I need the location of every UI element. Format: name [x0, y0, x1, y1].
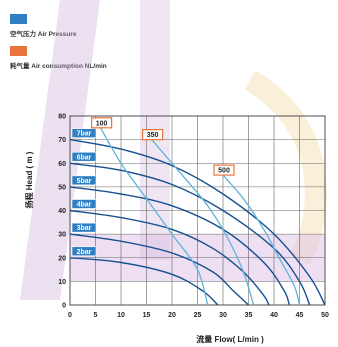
air-pressure-label: 空气压力 Air Pressure [10, 31, 77, 38]
y-tick-label: 50 [58, 184, 66, 191]
air-pressure-swatch [10, 14, 27, 24]
x-tick-label: 50 [321, 312, 329, 319]
consumption-curve-350 [151, 139, 255, 306]
consumption-label-350: 350 [147, 132, 159, 139]
pressure-label-3bar: 3bar [77, 225, 92, 232]
consumption-label-500: 500 [218, 168, 230, 175]
y-tick-label: 40 [58, 208, 66, 215]
x-tick-label: 0 [68, 312, 72, 319]
x-tick-label: 10 [117, 312, 125, 319]
y-tick-labels: 0 10 20 30 40 50 60 70 80 [58, 114, 66, 310]
y-tick-label: 20 [58, 255, 66, 262]
legend-air-pressure: 空气压力 Air Pressure [10, 14, 76, 38]
consumption-label-bg [90, 117, 113, 129]
air-consumption-swatch [10, 46, 27, 56]
y-tick-label: 70 [58, 137, 66, 144]
y-tick-label: 0 [62, 303, 66, 310]
y-axis-title: 扬程 Head ( m ) [24, 151, 34, 208]
pressure-curve-4bar [69, 209, 270, 306]
pressure-label-2bar: 2bar [77, 249, 92, 256]
pressure-label-bg [71, 199, 97, 209]
x-tick-label: 30 [219, 312, 227, 319]
consumption-curve-100 [100, 127, 209, 306]
watermark-stroke-right [244, 70, 327, 265]
pressure-label-4bar: 4bar [77, 202, 92, 209]
pressure-curve-2bar [69, 257, 219, 306]
x-tick-label: 35 [245, 312, 253, 319]
watermark-stroke-left [20, 0, 100, 300]
x-tick-label: 25 [194, 312, 202, 319]
legend-air-consumption: 耗气量 Air consumption NL/min [10, 46, 107, 70]
x-tick-labels: 0 5 10 15 20 25 30 35 40 45 50 [68, 312, 329, 319]
pressure-curve-7bar [69, 138, 326, 306]
x-tick-label: 15 [143, 312, 151, 319]
x-tick-label: 45 [296, 312, 304, 319]
pressure-label-bg [71, 128, 97, 138]
air-consumption-label: 耗气量 Air consumption NL/min [10, 63, 107, 70]
pressure-curve-6bar [69, 162, 311, 306]
pressure-label-bg [71, 246, 97, 257]
y-tick-label: 60 [58, 161, 66, 168]
curve-labels: 7bar 6bar 5bar 4bar 3bar 2bar 100 350 500 [71, 117, 235, 257]
consumption-curves [100, 127, 301, 306]
x-tick-label: 20 [168, 312, 176, 319]
pressure-label-7bar: 7bar [77, 131, 92, 138]
consumption-label-100: 100 [96, 120, 108, 127]
x-axis-title: 流量 Flow( L/min ) [196, 334, 264, 344]
y-tick-label: 10 [58, 279, 66, 286]
pressure-label-6bar: 6bar [77, 154, 92, 161]
y-tick-label: 80 [58, 114, 66, 121]
consumption-curve-500 [222, 174, 301, 306]
y-tick-label: 30 [58, 232, 66, 239]
consumption-label-bg [142, 129, 164, 141]
pressure-label-bg [71, 222, 97, 233]
x-tick-label: 40 [270, 312, 278, 319]
x-tick-label: 5 [94, 312, 98, 319]
pressure-label-bg [71, 175, 97, 186]
pressure-label-bg [71, 151, 97, 162]
consumption-label-bg [213, 164, 235, 176]
pressure-label-5bar: 5bar [77, 178, 92, 185]
pressure-curve-3bar [69, 233, 249, 306]
